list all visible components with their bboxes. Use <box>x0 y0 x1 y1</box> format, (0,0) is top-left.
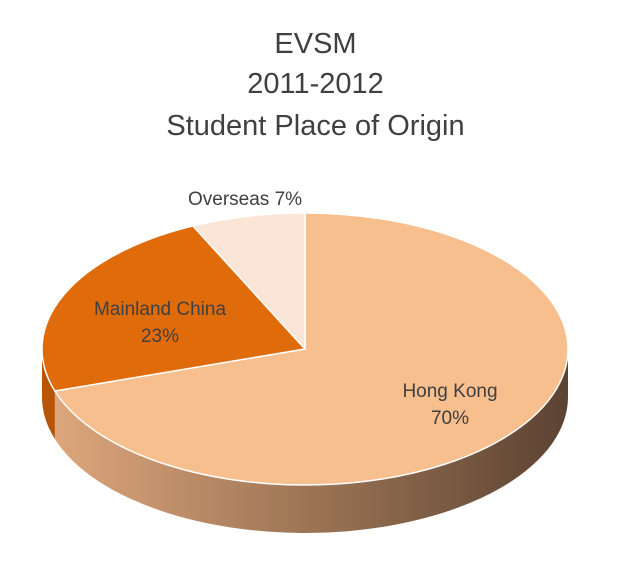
pie-slice-mainland-china <box>41 225 306 392</box>
label-mainland-china: Mainland China 23% <box>93 299 227 347</box>
chart-title-line-2: 2011-2012 <box>247 68 384 100</box>
chart-title-line-1: EVSM <box>274 28 357 60</box>
label-overseas: Overseas 7% <box>187 189 303 210</box>
pie-slice-overseas <box>192 212 306 350</box>
pie-side-hong-kong <box>54 349 569 533</box>
pie-slice-hong-kong <box>54 212 569 486</box>
label-hong-kong: Hong Kong 70% <box>402 381 498 429</box>
chart-title-line-3: Student Place of Origin <box>166 110 465 142</box>
